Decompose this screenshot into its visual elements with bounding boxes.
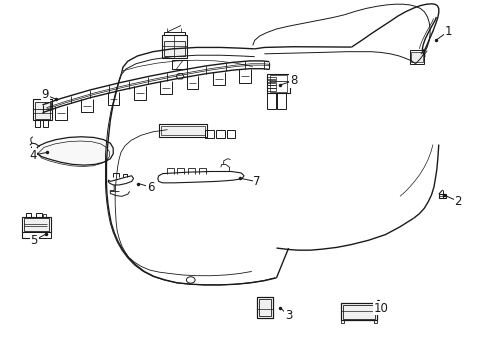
Bar (33, 99, 52, 121)
Text: 7: 7 (253, 175, 261, 188)
Text: 1: 1 (445, 24, 452, 38)
Bar (270, 75, 287, 92)
Text: 9: 9 (42, 89, 49, 102)
Bar (341, 303, 377, 320)
Bar (411, 52, 423, 62)
Bar (205, 130, 214, 138)
Text: 6: 6 (147, 181, 154, 194)
Text: 4: 4 (29, 149, 37, 162)
Bar (24, 218, 49, 231)
Bar (216, 130, 224, 138)
Bar (161, 126, 205, 135)
Bar (259, 299, 271, 316)
Bar (410, 50, 424, 64)
Text: 2: 2 (454, 195, 462, 208)
Bar (226, 130, 235, 138)
Bar (159, 124, 207, 137)
Bar (162, 35, 187, 58)
Bar (267, 74, 290, 93)
Bar (35, 102, 50, 119)
Bar (277, 93, 286, 109)
Text: 10: 10 (373, 302, 388, 315)
Bar (164, 41, 185, 56)
Bar (267, 93, 275, 109)
Polygon shape (36, 137, 113, 165)
Text: 3: 3 (285, 309, 293, 322)
Bar (22, 216, 51, 233)
Text: 5: 5 (30, 234, 38, 247)
Bar (343, 305, 375, 319)
Text: 8: 8 (290, 74, 297, 87)
Bar (257, 297, 273, 318)
